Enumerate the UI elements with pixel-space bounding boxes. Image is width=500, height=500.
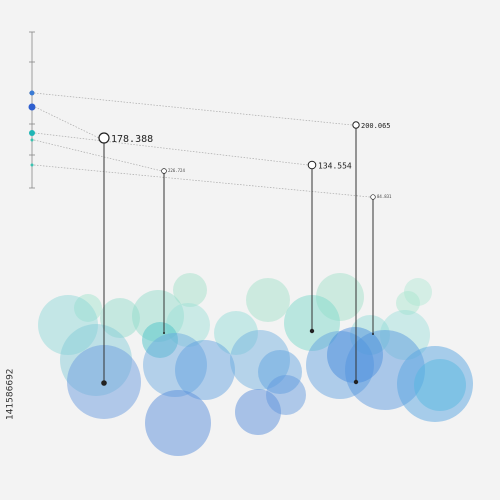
- pin-label: 200.065: [361, 122, 391, 130]
- pin-label: 134.554: [318, 162, 352, 171]
- pin-label: 226.724: [168, 168, 185, 173]
- pins: 178.388 226.724 134.554 200.065 84.831: [98, 121, 392, 386]
- scale: [28, 31, 36, 189]
- connectors: [33, 92, 371, 198]
- pin-label: 178.388: [111, 134, 153, 145]
- stock-id: 141586692: [6, 368, 16, 420]
- pin-label: 84.831: [377, 194, 392, 199]
